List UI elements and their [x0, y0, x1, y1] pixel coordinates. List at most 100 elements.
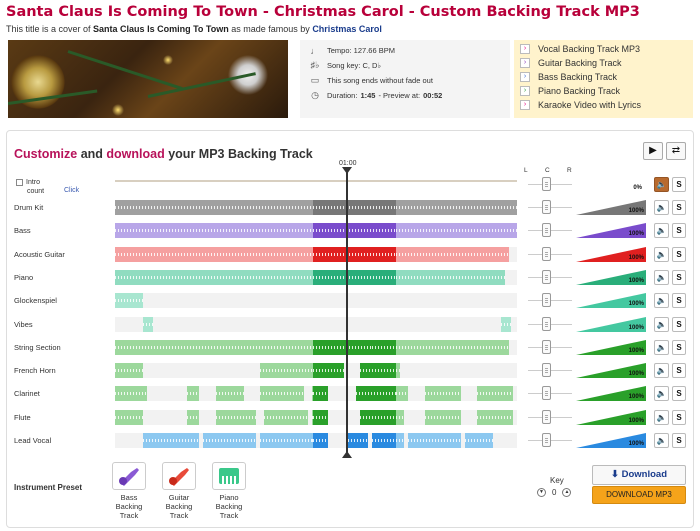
volume-wedge [576, 409, 646, 425]
pan-slider[interactable] [542, 269, 551, 284]
click-solo-button[interactable]: S [672, 177, 686, 192]
volume-control[interactable]: 100% [576, 386, 646, 402]
playhead[interactable] [346, 170, 348, 456]
volume-control[interactable]: 100% [576, 223, 646, 239]
pan-slider[interactable] [542, 339, 551, 354]
volume-control[interactable]: 100% [576, 433, 646, 448]
track-lane[interactable] [115, 339, 517, 355]
piano-keys-icon[interactable] [212, 462, 246, 490]
timeline-ruler[interactable] [115, 180, 517, 182]
pan-slider[interactable] [542, 200, 551, 214]
mute-button[interactable]: 🔈 [654, 293, 669, 309]
time-marker: 01:00 [339, 160, 357, 167]
click-track-label: Click [64, 187, 80, 194]
volume-percent: 100% [628, 208, 644, 214]
pan-slider[interactable] [542, 246, 551, 261]
track-lane[interactable] [115, 246, 517, 262]
volume-control[interactable]: 100% [576, 339, 646, 355]
volume-control[interactable]: 100% [576, 409, 646, 425]
audio-region [396, 386, 409, 402]
pan-slider[interactable] [542, 223, 551, 238]
solo-button[interactable]: S [672, 269, 686, 285]
key-up-icon[interactable]: ▲ [562, 488, 572, 497]
audio-region [396, 246, 509, 262]
volume-control[interactable]: 100% [576, 200, 646, 215]
audio-region [255, 339, 304, 355]
audio-region [500, 316, 511, 332]
mute-button[interactable]: 🔈 [654, 363, 669, 379]
mute-button[interactable]: 🔈 [654, 386, 669, 402]
mute-button[interactable]: 🔈 [654, 409, 669, 425]
related-link[interactable]: › Guitar Backing Track [520, 56, 687, 70]
volume-control[interactable]: 100% [576, 269, 646, 285]
mute-button[interactable]: 🔈 [654, 246, 669, 262]
pan-slider[interactable] [542, 409, 551, 424]
track-lane[interactable] [115, 200, 517, 215]
track-lane[interactable] [115, 409, 517, 425]
solo-button[interactable]: S [672, 386, 686, 402]
solo-button[interactable]: S [672, 433, 686, 448]
mute-button[interactable]: 🔈 [654, 433, 669, 448]
download-mp3-button[interactable]: DOWNLOAD MP3 [592, 486, 686, 504]
related-links-box: › Vocal Backing Track MP3 › Guitar Backing … [514, 40, 693, 118]
volume-control[interactable]: 100% [576, 293, 646, 309]
volume-wedge [576, 269, 646, 285]
volume-control[interactable]: 100% [576, 363, 646, 379]
track-lane[interactable] [115, 269, 517, 285]
audio-region [356, 386, 397, 402]
mute-button[interactable]: 🔈 [654, 339, 669, 355]
pan-slider[interactable] [542, 433, 551, 447]
bass-guitar-icon[interactable] [112, 462, 146, 490]
intro-count-toggle[interactable]: Intro count [16, 178, 44, 196]
solo-button[interactable]: S [672, 200, 686, 215]
click-pan-knob[interactable] [542, 177, 551, 191]
volume-control[interactable]: 100% [576, 246, 646, 262]
playhead-bottom-marker[interactable] [342, 451, 352, 458]
mute-button[interactable]: 🔈 [654, 316, 669, 332]
pan-slider[interactable] [542, 316, 551, 331]
click-mute-button[interactable]: 🔈 [654, 177, 669, 192]
solo-button[interactable]: S [672, 293, 686, 309]
track-lane[interactable] [115, 223, 517, 239]
related-link[interactable]: › Bass Backing Track [520, 70, 687, 84]
track-name: Lead Vocal [14, 436, 52, 445]
solo-button[interactable]: S [672, 316, 686, 332]
solo-button[interactable]: S [672, 363, 686, 379]
related-link[interactable]: › Piano Backing Track [520, 84, 687, 98]
mute-button[interactable]: 🔈 [654, 200, 669, 215]
intro-count-checkbox[interactable] [16, 178, 23, 186]
mute-button[interactable]: 🔈 [654, 223, 669, 239]
download-button[interactable]: ⬇ Download [592, 465, 686, 485]
song-end-icon: ▭ [310, 75, 320, 85]
pan-slider[interactable] [542, 293, 551, 308]
artist-link[interactable]: Christmas Carol [312, 24, 382, 34]
pan-slider[interactable] [542, 363, 551, 378]
related-link[interactable]: › Vocal Backing Track MP3 [520, 42, 687, 56]
track-lane[interactable] [115, 316, 517, 332]
volume-control[interactable]: 100% [576, 316, 646, 332]
track-lane[interactable] [115, 363, 517, 379]
track-name: Clarinet [14, 389, 40, 399]
solo-button[interactable]: S [672, 223, 686, 239]
track-name: Vibes [14, 319, 33, 329]
preset-guitar[interactable]: Guitar Backing Track [161, 462, 197, 520]
solo-button[interactable]: S [672, 339, 686, 355]
playhead-top-marker[interactable] [342, 167, 352, 174]
track-lane[interactable] [115, 386, 517, 402]
electric-guitar-icon[interactable] [162, 462, 196, 490]
solo-button[interactable]: S [672, 409, 686, 425]
mute-button[interactable]: 🔈 [654, 269, 669, 285]
track-lane[interactable] [115, 433, 517, 448]
preset-bass[interactable]: Bass Backing Track [111, 462, 147, 520]
preset-piano[interactable]: Piano Backing Track [211, 462, 247, 520]
mixer-headline: Customize and download your MP3 Backing … [14, 147, 313, 161]
related-link[interactable]: › Karaoke Video with Lyrics [520, 98, 687, 112]
pan-slider[interactable] [542, 386, 551, 401]
play-button[interactable]: ▶ [643, 142, 663, 160]
key-down-icon[interactable]: ▼ [537, 488, 546, 497]
solo-button[interactable]: S [672, 246, 686, 262]
loop-button[interactable]: ⇄ [666, 142, 686, 160]
page-title: Santa Claus Is Coming To Town - Christma… [6, 4, 640, 20]
track-lane[interactable] [115, 293, 517, 309]
click-volume[interactable]: 0% [633, 185, 642, 191]
